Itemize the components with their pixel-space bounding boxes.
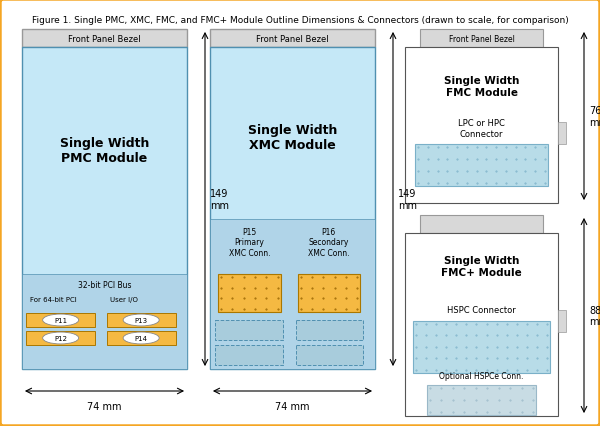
Text: P14: P14: [322, 351, 337, 360]
Text: Single Width
XMC Module: Single Width XMC Module: [248, 124, 337, 152]
Text: For 64-bit PCI: For 64-bit PCI: [30, 296, 77, 302]
Text: P13: P13: [134, 317, 148, 323]
Bar: [107, 331, 176, 345]
Text: 76.5
mm: 76.5 mm: [589, 106, 600, 127]
Bar: [26, 313, 95, 327]
Bar: [420, 30, 543, 48]
Text: P15
Primary
XMC Conn.: P15 Primary XMC Conn.: [229, 227, 270, 257]
Text: 74 mm: 74 mm: [87, 401, 122, 411]
Bar: [210, 219, 375, 369]
Bar: [298, 274, 360, 312]
Text: Optional HSPCe Conn.: Optional HSPCe Conn.: [439, 371, 524, 380]
Text: User I/O: User I/O: [110, 296, 137, 302]
Text: 88.5
mm: 88.5 mm: [589, 305, 600, 327]
Text: Single Width
PMC Module: Single Width PMC Module: [60, 137, 149, 165]
Text: 149
mm: 149 mm: [210, 189, 229, 210]
Ellipse shape: [123, 332, 159, 344]
Bar: [415, 144, 548, 186]
Text: Single Width
FMC+ Module: Single Width FMC+ Module: [441, 256, 522, 277]
Text: P16
Secondary
XMC Conn.: P16 Secondary XMC Conn.: [308, 227, 350, 257]
Text: Front Panel Bezel: Front Panel Bezel: [68, 35, 141, 43]
Bar: [413, 321, 550, 373]
Text: Figure 1. Single PMC, XMC, FMC, and FMC+ Module Outline Dimensions & Connectors : Figure 1. Single PMC, XMC, FMC, and FMC+…: [32, 16, 568, 25]
Bar: [558, 123, 566, 144]
Bar: [420, 216, 543, 233]
Bar: [296, 345, 363, 365]
Ellipse shape: [43, 332, 79, 344]
Text: 149
mm: 149 mm: [398, 189, 417, 210]
Text: P11: P11: [241, 326, 257, 335]
Text: 74 mm: 74 mm: [275, 401, 310, 411]
Bar: [210, 48, 375, 369]
Bar: [427, 385, 536, 415]
Text: 32-bit PCI Bus: 32-bit PCI Bus: [78, 281, 131, 290]
Bar: [215, 320, 283, 340]
Text: LPC or HPC
Connector: LPC or HPC Connector: [458, 119, 505, 138]
Text: Front Panel Bezel: Front Panel Bezel: [449, 35, 514, 43]
Ellipse shape: [43, 314, 79, 326]
Bar: [22, 30, 187, 48]
Text: P13: P13: [322, 326, 337, 335]
Bar: [22, 48, 187, 369]
Bar: [218, 274, 281, 312]
Text: P12: P12: [241, 351, 257, 360]
Bar: [558, 310, 566, 332]
Text: P12: P12: [54, 335, 67, 341]
Text: Front Panel Bezel: Front Panel Bezel: [256, 35, 329, 43]
Text: P14: P14: [134, 335, 148, 341]
Text: P11: P11: [54, 317, 67, 323]
Bar: [210, 30, 375, 48]
Ellipse shape: [123, 314, 159, 326]
Bar: [107, 313, 176, 327]
Bar: [296, 320, 363, 340]
Bar: [405, 48, 558, 204]
Bar: [26, 331, 95, 345]
Bar: [215, 345, 283, 365]
Text: HSPC Connector: HSPC Connector: [447, 305, 516, 315]
Bar: [22, 274, 187, 369]
Bar: [405, 233, 558, 416]
Text: Single Width
FMC Module: Single Width FMC Module: [444, 76, 519, 98]
